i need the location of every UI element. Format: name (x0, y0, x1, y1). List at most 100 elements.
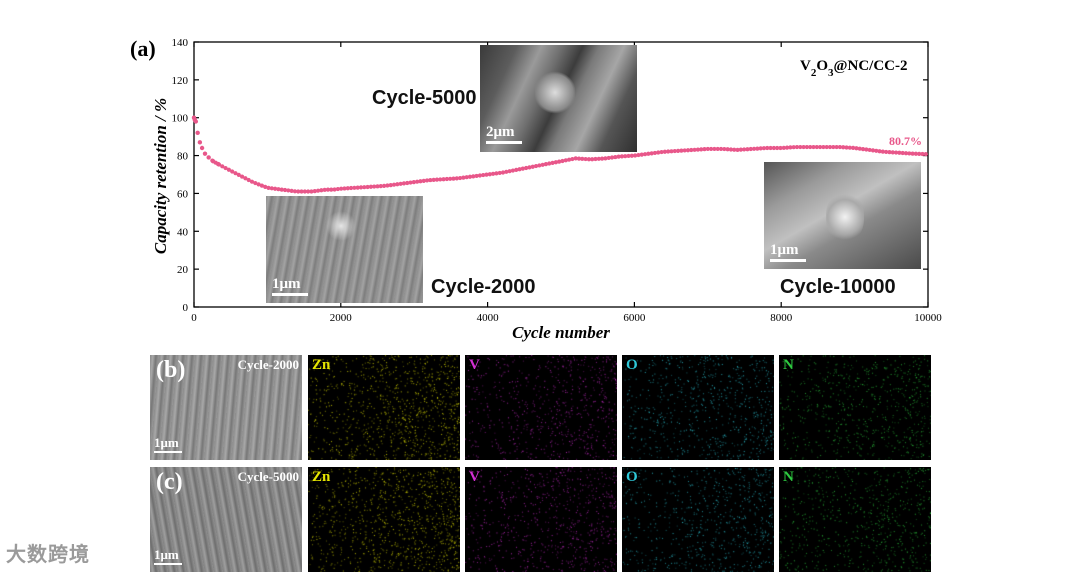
data-point (798, 144, 803, 150)
data-point (609, 155, 615, 160)
data-point (580, 156, 585, 161)
data-point (256, 182, 261, 187)
data-point (890, 150, 895, 155)
data-point (636, 152, 641, 158)
x-tick-label: 10000 (914, 312, 942, 324)
data-point (652, 150, 658, 156)
x-tick-label: 0 (191, 312, 197, 324)
data-point (497, 170, 502, 176)
data-point (464, 175, 469, 180)
data-point (266, 185, 271, 190)
element-label: V (469, 357, 480, 373)
data-point (296, 189, 301, 194)
data-points (191, 115, 928, 194)
map-o-row-c: O (622, 467, 774, 572)
y-tick-label: 20 (177, 264, 189, 276)
data-point (306, 189, 311, 194)
scale-bar: 1μm (154, 435, 182, 453)
data-point (279, 187, 284, 192)
data-point (282, 187, 288, 193)
element-distribution (465, 355, 617, 460)
plot-frame (193, 41, 929, 308)
data-point (309, 189, 314, 194)
data-point (639, 152, 644, 157)
data-point (273, 186, 278, 191)
data-point (434, 177, 440, 182)
x-tick-label: 4000 (477, 312, 500, 324)
data-point (563, 158, 568, 163)
map-v-row-c: V (465, 467, 617, 572)
data-point (847, 145, 852, 150)
data-point (917, 151, 922, 157)
data-point (735, 147, 740, 152)
inset-caption-cycle-10000: Cycle-10000 (780, 276, 896, 298)
data-point (874, 148, 879, 153)
data-point (728, 147, 734, 152)
data-point (216, 162, 222, 167)
x-tick-label: 6000 (623, 312, 646, 324)
map-o-row-b: O (622, 355, 774, 460)
data-point (920, 151, 925, 157)
data-point (372, 184, 377, 189)
data-point (418, 179, 423, 184)
inset-caption-cycle-5000: Cycle-5000 (372, 87, 477, 109)
data-point (299, 189, 304, 194)
panel-label-b: (b) (156, 357, 186, 383)
y-axis-label: Capacity retention / % (151, 98, 170, 254)
sem-inset-cycle-2000: 1μm (266, 196, 423, 303)
data-point (771, 145, 776, 151)
data-point (210, 158, 215, 163)
data-point (253, 180, 258, 186)
data-point (642, 152, 648, 157)
data-point (259, 183, 264, 188)
data-point (454, 176, 459, 181)
data-point (487, 172, 492, 177)
data-point (709, 146, 714, 152)
data-point (748, 146, 753, 152)
data-point (877, 149, 882, 154)
data-point (500, 170, 506, 175)
element-label: N (783, 357, 794, 373)
data-point (672, 148, 677, 154)
data-point (504, 169, 509, 174)
data-point (243, 176, 248, 181)
data-point (444, 176, 449, 182)
sem-inset-cycle-5000: 2μm (480, 45, 637, 152)
data-point (699, 147, 704, 152)
data-point (325, 187, 331, 192)
row-b-cycle-label: Cycle-2000 (237, 357, 299, 372)
element-label: Zn (312, 469, 331, 485)
data-point (675, 148, 681, 153)
data-point (834, 144, 839, 150)
data-point (246, 177, 251, 183)
data-point (576, 156, 582, 161)
data-point (880, 149, 885, 154)
data-point (236, 172, 241, 177)
data-point (897, 150, 902, 155)
data-point (860, 146, 866, 152)
element-distribution (779, 355, 931, 460)
element-distribution (465, 467, 617, 572)
data-point (494, 171, 499, 176)
data-point (239, 174, 245, 179)
inset-caption-cycle-2000: Cycle-2000 (431, 276, 536, 298)
y-tick-label: 0 (183, 302, 189, 314)
data-point (884, 149, 889, 155)
data-point (712, 146, 717, 152)
data-point (547, 161, 552, 166)
data-point (626, 153, 631, 159)
data-point (758, 146, 763, 151)
data-point (732, 147, 737, 152)
data-point (775, 145, 780, 151)
data-point (811, 144, 816, 150)
data-point (870, 148, 876, 153)
data-point (705, 146, 710, 152)
data-point (923, 152, 928, 157)
data-point (401, 181, 407, 186)
data-point (202, 151, 208, 156)
element-label: O (626, 469, 638, 485)
data-point (864, 147, 869, 152)
data-point (424, 178, 430, 183)
data-point (791, 145, 796, 150)
data-point (263, 184, 268, 189)
